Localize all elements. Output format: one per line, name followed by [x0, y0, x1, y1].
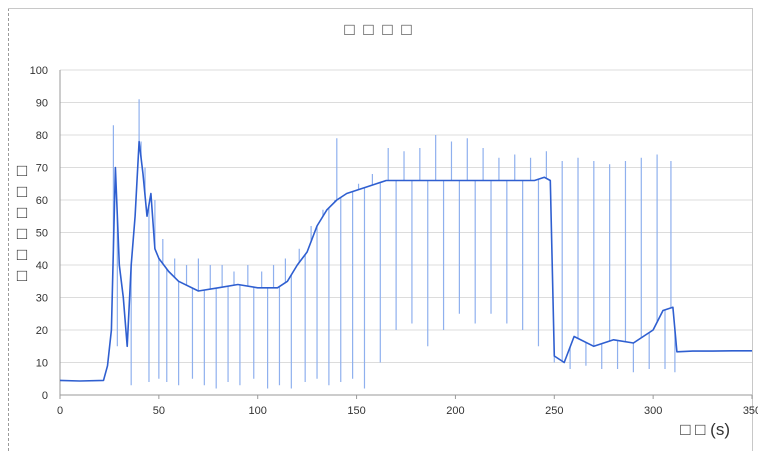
y-tick-label: 40 — [36, 260, 48, 272]
x-tick-label: 100 — [249, 405, 267, 417]
x-tick-label: 300 — [644, 405, 662, 417]
x-tick-label: 50 — [153, 405, 165, 417]
x-tick-label: 350 — [743, 405, 758, 417]
frame-top-border — [8, 8, 752, 9]
chart-title: □ □ □ □ — [344, 20, 414, 39]
series-line — [59, 140, 752, 382]
y-axis-label: □ □ □ □ □ □ — [16, 161, 28, 285]
x-tick-label: 0 — [57, 405, 63, 417]
x-tick-label: 150 — [347, 405, 365, 417]
y-tick-label: 20 — [36, 325, 48, 337]
frame-right-border — [752, 8, 753, 451]
y-tick-label: 10 — [36, 358, 48, 370]
y-tick-label: 70 — [36, 163, 48, 175]
x-tick-label: 200 — [446, 405, 464, 417]
x-tick-label: 250 — [545, 405, 563, 417]
y-tick-label: 100 — [30, 65, 48, 77]
y-tick-label: 90 — [36, 98, 48, 110]
y-tick-label: 50 — [36, 228, 48, 240]
y-tick-label: 0 — [42, 390, 48, 402]
frame-left-border — [8, 8, 9, 451]
x-axis-label: □ □ (s) — [680, 420, 730, 439]
y-tick-label: 60 — [36, 195, 48, 207]
y-tick-label: 30 — [36, 293, 48, 305]
y-tick-label: 80 — [36, 130, 48, 142]
